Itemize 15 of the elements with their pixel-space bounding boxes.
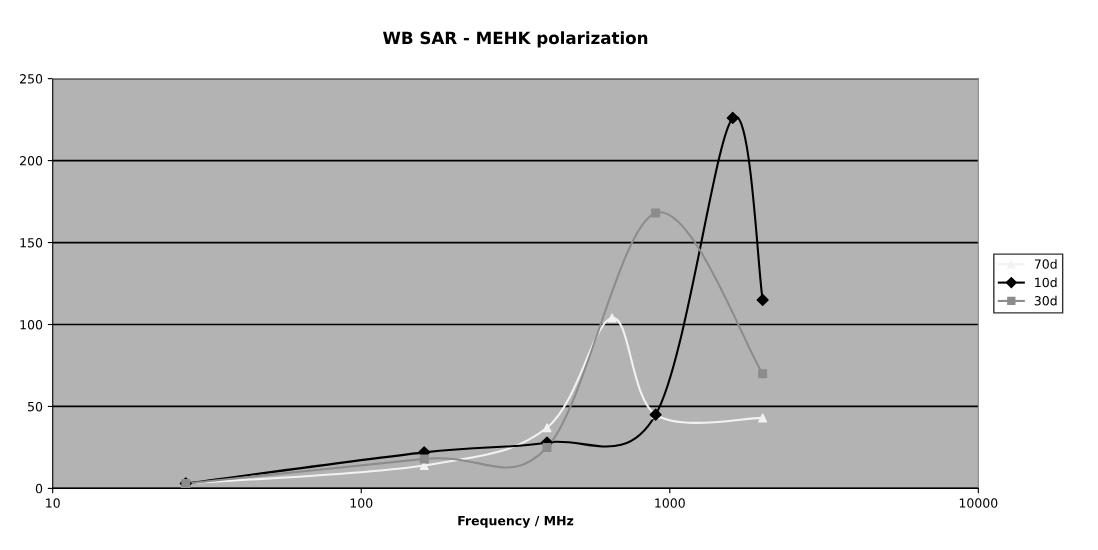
x-tick-label: 10: [46, 498, 60, 508]
legend-label: 30d: [1034, 295, 1057, 306]
y-tick-label: 0: [35, 483, 43, 494]
y-tick-label: 200: [20, 156, 43, 166]
y-tick-label: 100: [20, 319, 43, 330]
legend-label: 10d: [1035, 277, 1057, 288]
y-tick-label: 150: [20, 238, 43, 248]
chart-title: WB SAR - MEHK polarization: [383, 31, 648, 48]
x-axis-title: Frequency / MHz: [458, 516, 574, 528]
x-tick-label: 1000: [655, 498, 685, 508]
legend-label: 70d: [1034, 259, 1057, 269]
x-tick-label: 100: [350, 498, 373, 508]
y-tick-label: 250: [20, 74, 43, 84]
x-tick-label: 10000: [959, 498, 998, 508]
y-tick-label: 50: [28, 401, 43, 412]
